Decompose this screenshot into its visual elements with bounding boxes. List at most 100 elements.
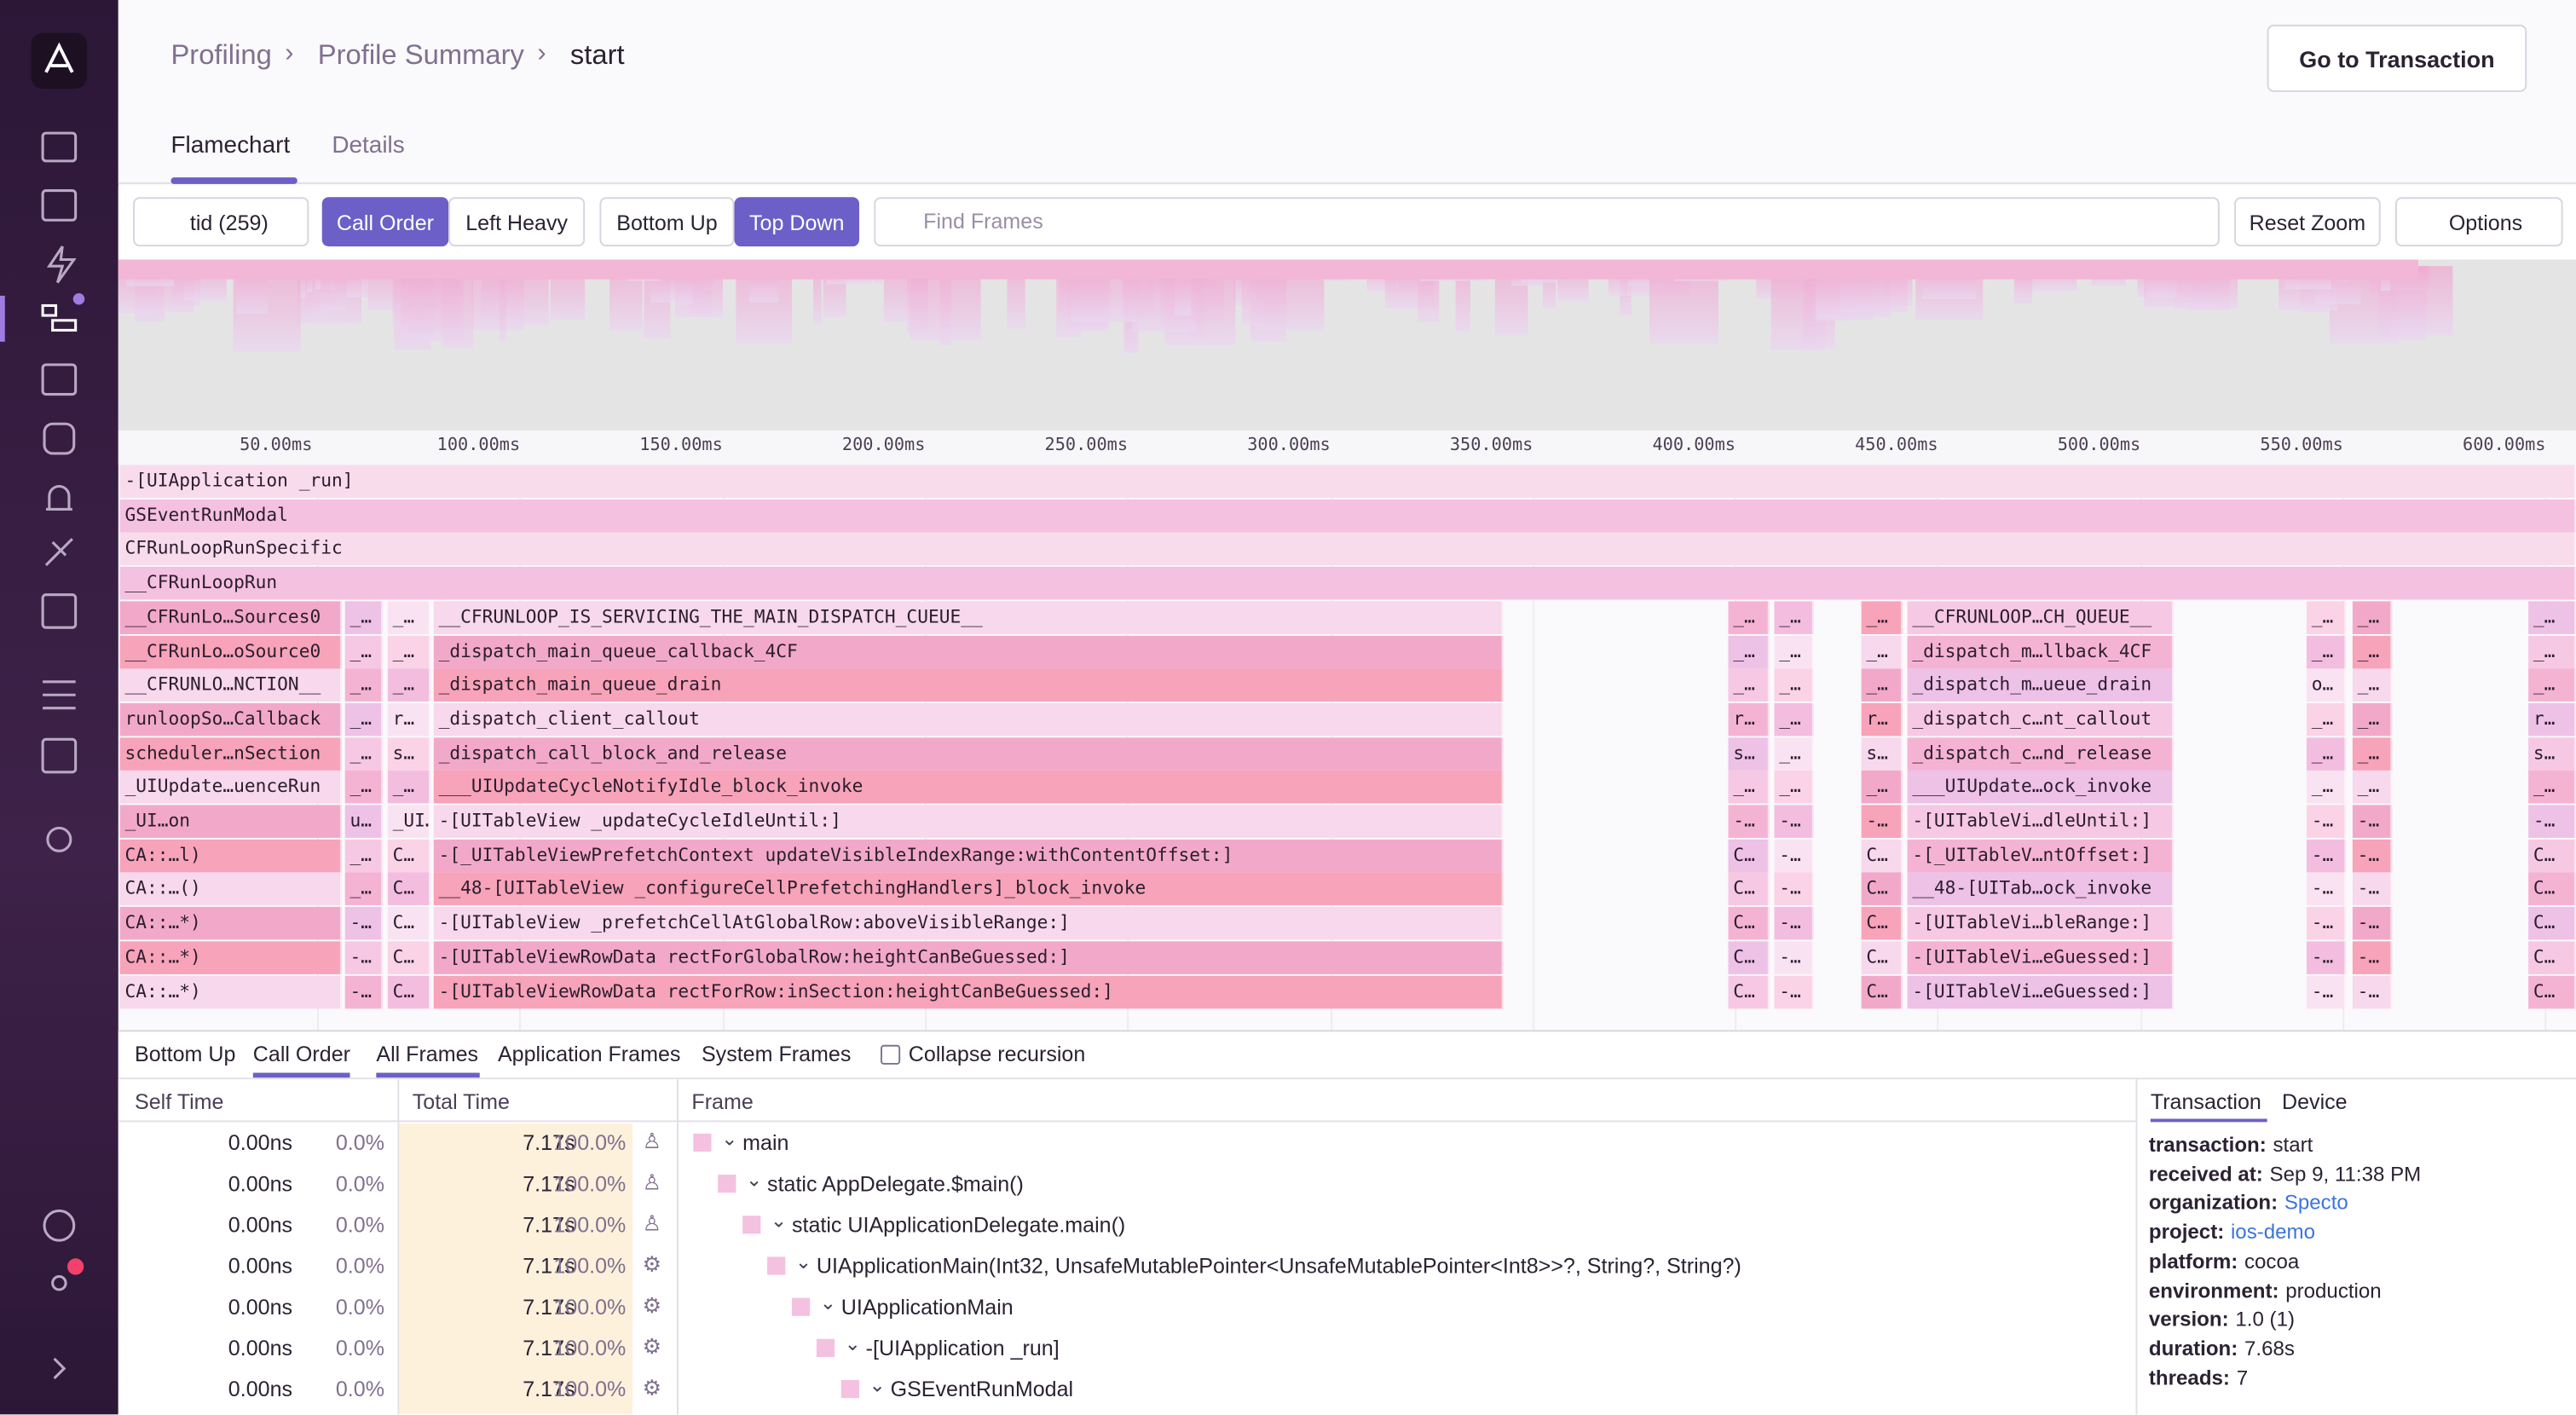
flame-frame[interactable]: CA::…*) — [119, 940, 342, 974]
flame-frame[interactable]: -… — [2352, 805, 2393, 838]
flame-frame[interactable]: -… — [1774, 805, 1814, 838]
flame-frame[interactable]: _… — [2306, 702, 2347, 736]
top-down[interactable]: Top Down — [734, 197, 859, 247]
flame-frame[interactable]: _… — [344, 771, 384, 805]
flame-frame[interactable]: CFRunLoopRunSpecific — [119, 533, 2576, 566]
flame-frame[interactable]: C… — [1728, 940, 1770, 974]
flame-frame[interactable]: -… — [344, 907, 384, 940]
flame-frame[interactable]: -[UITableView _prefetchCellAtGlobalRow:a… — [433, 907, 1504, 940]
nav-performance[interactable] — [46, 245, 77, 284]
flame-frame[interactable]: _… — [387, 601, 430, 634]
left-heavy[interactable]: Left Heavy — [448, 197, 586, 247]
flame-frame[interactable]: _… — [1728, 601, 1770, 634]
nav-inbox[interactable] — [41, 189, 78, 222]
flame-frame[interactable]: o… — [2306, 668, 2347, 702]
flame-frame[interactable]: _… — [2352, 771, 2393, 805]
flame-frame[interactable]: -… — [2352, 839, 2393, 872]
chevron[interactable]: ⌄ — [770, 1209, 788, 1233]
flame-frame[interactable]: C… — [2528, 940, 2576, 974]
flame-frame[interactable]: scheduler…nSection — [119, 736, 342, 771]
flame-frame[interactable]: C… — [2528, 974, 2576, 1008]
nav-alerts[interactable] — [45, 485, 72, 511]
flame-frame[interactable]: -[UIApplication _run] — [119, 465, 2576, 498]
flame-frame[interactable]: C… — [387, 974, 430, 1008]
frame-name[interactable]: UIApplicationMain(Int32, UnsafeMutablePo… — [816, 1253, 1741, 1279]
flame-frame[interactable]: C… — [1728, 907, 1770, 940]
flame-frame[interactable]: _UIUpdate…uenceRun — [119, 771, 342, 805]
flame-frame[interactable]: __48-[UITableView _configureCellPrefetch… — [433, 873, 1504, 906]
flame-frame[interactable]: C… — [1861, 839, 1903, 872]
flame-frame[interactable]: C… — [1861, 873, 1903, 906]
frame-name[interactable]: static UIApplicationDelegate.main() — [791, 1212, 1126, 1238]
flame-frame[interactable]: _… — [2528, 601, 2576, 634]
flame-frame[interactable]: -… — [1774, 839, 1814, 872]
flame-frame[interactable]: _… — [344, 736, 384, 771]
flame-frame[interactable]: C… — [387, 839, 430, 872]
search-box[interactable]: Find Frames — [874, 197, 2220, 247]
flame-frame[interactable]: _… — [387, 771, 430, 805]
flame-frame[interactable]: -… — [2352, 873, 2393, 906]
flame-frame[interactable]: _… — [344, 873, 384, 906]
bottom-tab[interactable]: Call Order — [252, 1041, 350, 1066]
flame-frame[interactable]: __CFRUNLO…NCTION__ — [119, 668, 342, 702]
flame-frame[interactable]: C… — [1728, 873, 1770, 906]
flame-frame[interactable]: -… — [2306, 873, 2347, 906]
nav-profiling[interactable] — [41, 303, 58, 317]
flame-frame[interactable]: -… — [1774, 907, 1814, 940]
flame-frame[interactable]: _… — [1861, 668, 1903, 702]
nav-stats[interactable] — [43, 680, 76, 710]
nav-reports[interactable] — [41, 737, 78, 774]
flame-frame[interactable]: _… — [1728, 668, 1770, 702]
flame-frame[interactable]: _… — [2528, 634, 2576, 668]
frame-name[interactable]: main — [742, 1129, 789, 1155]
flame-frame[interactable]: _… — [387, 634, 430, 668]
flame-frame[interactable]: _… — [1728, 634, 1770, 668]
side-tab[interactable]: Device — [2282, 1089, 2348, 1114]
flame-frame[interactable]: _… — [1774, 702, 1814, 736]
chevron[interactable]: ⌄ — [721, 1127, 738, 1151]
flame-frame[interactable]: C… — [1861, 940, 1903, 974]
chevron[interactable]: ⌄ — [869, 1373, 886, 1397]
flame-frame[interactable]: -… — [2352, 907, 2393, 940]
flame-frame[interactable]: s… — [387, 736, 430, 771]
flame-frame[interactable]: _dispatch_main_queue_callback_4CF — [433, 634, 1504, 668]
table-header-cell[interactable]: Frame — [691, 1089, 754, 1114]
frame-name[interactable]: static AppDelegate.$main() — [767, 1171, 1024, 1197]
table-header-cell[interactable]: Self Time — [135, 1089, 224, 1114]
flame-frame[interactable]: -[UITableVi…dleUntil:] — [1907, 805, 2174, 838]
flame-frame[interactable]: r… — [1861, 702, 1903, 736]
flame-frame[interactable]: s… — [1861, 736, 1903, 771]
nav-discover[interactable] — [44, 538, 73, 567]
flame-frame[interactable]: C… — [2528, 907, 2576, 940]
breadcrumb[interactable]: Profile Summary — [317, 39, 524, 71]
flame-frame[interactable]: -[UITableViewRowData rectForGlobalRow:he… — [433, 940, 1504, 974]
flame-frame[interactable]: -[UITableViewRowData rectForRow:inSectio… — [433, 974, 1504, 1008]
flame-frame[interactable]: GSEventRunModal — [119, 499, 2576, 532]
flame-frame[interactable]: _… — [2352, 601, 2393, 634]
flame-frame[interactable]: _… — [387, 668, 430, 702]
flame-frame[interactable]: r… — [387, 702, 430, 736]
breadcrumb[interactable]: Profiling — [170, 39, 272, 71]
flame-frame[interactable]: r… — [1728, 702, 1770, 736]
chevron[interactable]: ⌄ — [745, 1168, 763, 1192]
flame-frame[interactable]: CA::…*) — [119, 907, 342, 940]
nav-collapse[interactable] — [53, 1357, 66, 1380]
flame-frame[interactable]: -… — [2352, 974, 2393, 1008]
flame-frame[interactable]: C… — [1728, 974, 1770, 1008]
flame-frame[interactable]: -… — [2352, 940, 2393, 974]
flame-frame[interactable]: -… — [1774, 974, 1814, 1008]
flame-frame[interactable]: ___UIUpdate…ock_invoke — [1907, 771, 2174, 805]
tab[interactable]: Details — [332, 133, 405, 159]
flame-frame[interactable]: s… — [2528, 736, 2576, 771]
flame-frame[interactable]: ___UIUpdateCycleNotifyIdle_block_invoke — [433, 771, 1504, 805]
table-header-cell[interactable]: Total Time — [412, 1089, 510, 1114]
flame-frame[interactable]: C… — [387, 907, 430, 940]
flame-frame[interactable]: -[UITableVi…eGuessed:] — [1907, 974, 2174, 1008]
flame-frame[interactable]: C… — [1861, 907, 1903, 940]
flame-frame[interactable]: _… — [344, 702, 384, 736]
flame-frame[interactable]: __CFRunLo…Sources0 — [119, 601, 342, 634]
flame-frame[interactable]: -… — [2306, 974, 2347, 1008]
flame-frame[interactable]: _… — [1774, 634, 1814, 668]
detail-value[interactable]: Specto — [2284, 1192, 2348, 1216]
flame-frame[interactable]: -… — [2306, 940, 2347, 974]
